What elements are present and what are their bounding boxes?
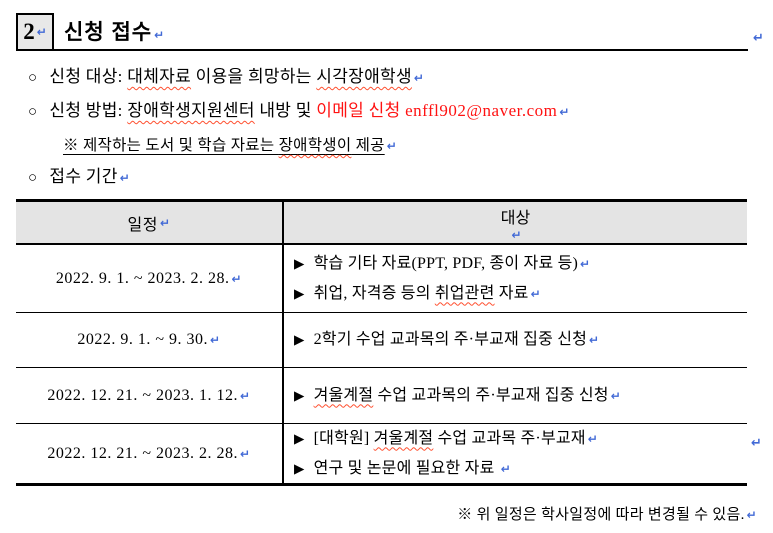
item-misspelled: 겨울계절 xyxy=(373,429,434,447)
return-mark-icon: ↵ xyxy=(746,508,757,522)
schedule-table: 일정 ↵ 대상 ↵ 2022. 9. 1. ~ 2023. 2. 28. ↵ ▶ 학습 … xyxy=(16,199,747,486)
note-pre: ※ 제작하는 도서 및 학습 자료는 xyxy=(63,137,279,154)
return-mark-icon: ↵ xyxy=(559,105,570,119)
item-text: 취업, 자격증 등의 xyxy=(313,284,435,302)
header-schedule-label: 일정 xyxy=(127,216,158,234)
schedule-cell: 2022. 12. 21. ~ 2023. 2. 28. ↵ xyxy=(16,424,284,483)
arrow-bullet-icon: ▶ xyxy=(294,460,305,476)
target-prefix: 신청 대상: xyxy=(49,67,128,86)
production-note-line: ※ 제작하는 도서 및 학습 자료는 장애학생이 제공 ↵ xyxy=(63,133,397,155)
period-line: ○ 접수 기간 ↵ xyxy=(28,162,130,187)
schedule-text: 2022. 9. 1. ~ 2023. 2. 28. xyxy=(55,269,230,287)
target-cell: ▶ 학습 기타 자료(PPT, PDF, 종이 자료 등) ↵ ▶ 취업, 자격증 등… xyxy=(284,245,747,312)
arrow-bullet-icon: ▶ xyxy=(294,285,305,301)
circle-bullet-icon: ○ xyxy=(28,104,38,120)
method-line: ○ 신청 방법: 장애학생지원센터 내방 및 이메일 신청 enffl902@na… xyxy=(28,96,570,121)
target-item: ▶ 학습 기타 자료(PPT, PDF, 종이 자료 등) ↵ xyxy=(294,249,747,279)
return-mark-icon: ↵ xyxy=(119,171,131,185)
arrow-bullet-icon: ▶ xyxy=(294,387,305,403)
target-cell: ▶ [대학원] 겨울계절 수업 교과목 주·부교재 ↵ ▶ 연구 및 논문에 필요한 … xyxy=(284,424,747,483)
return-mark-icon: ↵ xyxy=(240,446,251,461)
target-cell: ▶ 2학기 수업 교과목의 주·부교재 집중 신청 ↵ xyxy=(284,313,747,367)
page-title-text: 신청 접수 xyxy=(64,21,153,44)
circle-bullet-icon: ○ xyxy=(28,170,38,186)
item-text: [대학원] xyxy=(313,429,374,447)
target-middle: 이용을 희망하는 xyxy=(191,67,317,86)
method-prefix: 신청 방법: xyxy=(49,101,128,120)
method-misspelled-1: 장애학생지원센터 xyxy=(127,101,255,120)
item-text: 2학기 수업 교과목의 주·부교재 집중 신청 xyxy=(313,331,588,348)
target-misspelled-2: 시각장애학생 xyxy=(316,67,412,86)
return-mark-icon: ↵ xyxy=(530,286,541,301)
schedule-cell: 2022. 9. 1. ~ 2023. 2. 28. ↵ xyxy=(16,245,284,312)
method-middle: 내방 및 xyxy=(254,101,317,120)
method-red-text: 이메일 신청 xyxy=(316,101,406,120)
return-mark-icon: ↵ xyxy=(587,431,598,446)
item-misspelled: 겨울계절 xyxy=(313,386,374,404)
target-cell: ▶ 겨울계절 수업 교과목의 주·부교재 집중 신청 ↵ xyxy=(284,368,747,423)
note-post: 제공 xyxy=(351,137,385,154)
note-misspelled: 장애학생이 xyxy=(278,137,352,154)
item-text: 수업 교과목의 주·부교재 집중 신청 xyxy=(373,386,609,404)
arrow-bullet-icon: ▶ xyxy=(294,332,305,347)
production-note: ※ 제작하는 도서 및 학습 자료는 장애학생이 제공 xyxy=(63,137,385,154)
schedule-text: 2022. 9. 1. ~ 9. 30. xyxy=(77,331,209,348)
target-item: ▶ 2학기 수업 교과목의 주·부교재 집중 신청 ↵ xyxy=(294,325,747,355)
period-label: 접수 기간 xyxy=(49,167,118,186)
schedule-text: 2022. 12. 21. ~ 2023. 2. 28. xyxy=(47,444,239,462)
table-header-row: 일정 ↵ 대상 ↵ xyxy=(16,202,747,245)
return-mark-icon: ↵ xyxy=(210,333,221,347)
return-mark-icon: ↵ xyxy=(159,215,171,230)
target-line: ○ 신청 대상: 대체자료 이용을 희망하는 시각장애학생 ↵ xyxy=(28,62,424,87)
header-cell-schedule: 일정 ↵ xyxy=(16,202,284,243)
table-row: 2022. 9. 1. ~ 2023. 2. 28. ↵ ▶ 학습 기타 자료(PP… xyxy=(16,245,747,313)
target-item: ▶ [대학원] 겨울계절 수업 교과목 주·부교재 ↵ xyxy=(294,424,747,454)
return-mark-icon: ↵ xyxy=(511,227,522,242)
header-target-label: 대상 xyxy=(500,209,531,227)
section-number-box: 2 ↵ xyxy=(16,13,54,51)
footer-note-text: ※ 위 일정은 학사일정에 따라 변경될 수 있음. xyxy=(457,507,745,523)
schedule-cell: 2022. 9. 1. ~ 9. 30. ↵ xyxy=(16,313,284,367)
return-mark-icon: ↵ xyxy=(231,271,243,286)
section-number: 2 xyxy=(23,19,35,44)
return-mark-icon: ↵ xyxy=(610,388,621,403)
page-title: 신청 접수 ↵ xyxy=(64,16,165,46)
return-mark-icon: ↵ xyxy=(386,139,398,153)
return-mark-icon: ↵ xyxy=(751,436,762,451)
item-text: 자료 xyxy=(494,284,529,302)
return-mark-icon: ↵ xyxy=(154,28,166,42)
schedule-text: 2022. 12. 21. ~ 2023. 1. 12. xyxy=(47,386,239,404)
table-row: 2022. 12. 21. ~ 2023. 1. 12. ↵ ▶ 겨울계절 수업 교… xyxy=(16,368,747,424)
arrow-bullet-icon: ▶ xyxy=(294,255,305,271)
schedule-cell: 2022. 12. 21. ~ 2023. 1. 12. ↵ xyxy=(16,368,284,423)
table-row: 2022. 9. 1. ~ 9. 30. ↵ ▶ 2학기 수업 교과목의 주·부교재… xyxy=(16,313,747,368)
circle-bullet-icon: ○ xyxy=(28,70,38,86)
return-mark-icon: ↵ xyxy=(589,333,600,347)
footer-note: ※ 위 일정은 학사일정에 따라 변경될 수 있음. ↵ xyxy=(457,503,757,524)
title-underline xyxy=(16,49,748,51)
target-item: ▶ 취업, 자격증 등의 취업관련 자료 ↵ xyxy=(294,279,747,309)
target-item: ▶ 겨울계절 수업 교과목의 주·부교재 집중 신청 ↵ xyxy=(294,381,747,411)
header-cell-target: 대상 ↵ xyxy=(284,202,747,243)
return-mark-icon: ↵ xyxy=(240,388,251,403)
item-misspelled: 취업관련 xyxy=(434,284,495,302)
item-text: 수업 교과목 주·부교재 xyxy=(433,429,586,447)
arrow-bullet-icon: ▶ xyxy=(294,430,305,446)
return-mark-icon: ↵ xyxy=(36,25,47,39)
contact-email: enffl902@naver.com xyxy=(405,101,558,120)
return-mark-icon: ↵ xyxy=(753,31,764,46)
item-text: 학습 기타 자료(PPT, PDF, 종이 자료 등) xyxy=(313,254,579,272)
item-text: 연구 및 논문에 필요한 자료 xyxy=(313,459,499,477)
return-mark-icon: ↵ xyxy=(500,461,511,476)
target-item: ▶ 연구 및 논문에 필요한 자료 ↵ xyxy=(294,454,747,484)
return-mark-icon: ↵ xyxy=(580,256,591,271)
table-row: 2022. 12. 21. ~ 2023. 2. 28. ↵ ▶ [대학원] 겨울계… xyxy=(16,424,747,486)
return-mark-icon: ↵ xyxy=(413,71,425,85)
target-misspelled-1: 대체자료 xyxy=(127,67,192,86)
